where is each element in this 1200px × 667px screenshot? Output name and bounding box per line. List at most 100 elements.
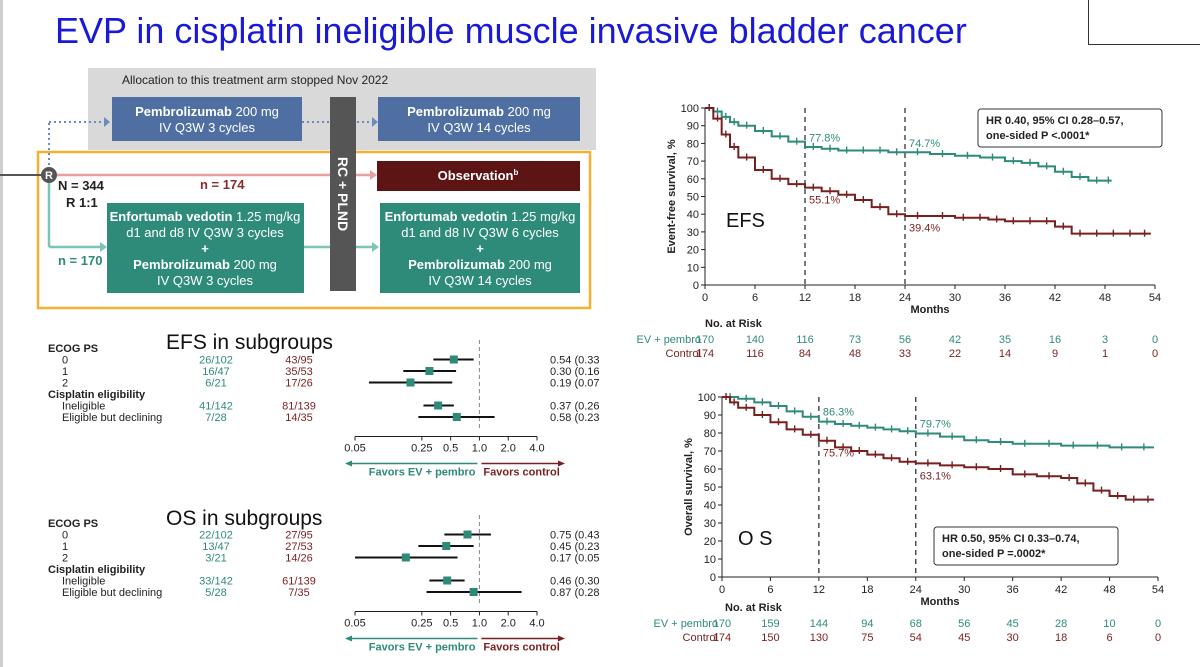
y-tick-label: 80 bbox=[704, 428, 716, 440]
km-series-control bbox=[705, 107, 1151, 235]
risk-value: 75 bbox=[861, 632, 873, 644]
risk-value: 116 bbox=[746, 348, 764, 360]
ev-post-line2: d1 and d8 IV Q3W 6 cycles bbox=[401, 225, 559, 240]
forest-tick-label: 4.0 bbox=[529, 443, 544, 455]
x-tick-label: 0 bbox=[702, 292, 708, 304]
x-tick-label: 18 bbox=[861, 584, 873, 596]
landmark-value: 39.4% bbox=[909, 222, 940, 234]
pembro-branch-arrow bbox=[104, 117, 110, 127]
ev-events: 41/142 bbox=[199, 401, 233, 413]
y-tick-label: 50 bbox=[687, 192, 699, 204]
x-tick-label: 30 bbox=[949, 292, 961, 304]
n-total: N = 344 bbox=[58, 178, 105, 193]
hr-ci-text: 0.54 (0.33-0.87) bbox=[550, 355, 600, 367]
y-tick-label: 30 bbox=[687, 227, 699, 239]
ev-post-arrow bbox=[372, 242, 379, 252]
ev-events: 33/142 bbox=[199, 576, 233, 588]
control-events: 43/95 bbox=[285, 355, 313, 367]
x-tick-label: 48 bbox=[1103, 584, 1115, 596]
subgroup-label: Eligible but declining bbox=[62, 412, 162, 424]
y-tick-label: 0 bbox=[693, 280, 699, 292]
ev-trial-frame bbox=[36, 150, 592, 310]
x-tick-label: 12 bbox=[799, 292, 811, 304]
risk-value: 16 bbox=[1049, 334, 1061, 346]
risk-value: 35 bbox=[999, 334, 1011, 346]
y-axis-title: Overall survival, % bbox=[683, 438, 695, 536]
x-tick-label: 12 bbox=[813, 584, 825, 596]
y-tick-label: 70 bbox=[704, 446, 716, 458]
ev-events: 5/28 bbox=[205, 587, 226, 599]
risk-table-header: No. at Risk bbox=[725, 602, 783, 614]
pembro-post-arrow bbox=[372, 117, 378, 127]
ev-pre-plus: + bbox=[201, 241, 209, 256]
subgroup-label: Ineligible bbox=[62, 401, 105, 413]
risk-row-label: Control bbox=[683, 632, 718, 644]
pembro-pre-line2: IV Q3W 3 cycles bbox=[159, 120, 256, 135]
forest-tick-label: 0.05 bbox=[344, 443, 365, 455]
landmark-value: 74.7% bbox=[909, 138, 940, 150]
y-tick-label: 40 bbox=[704, 500, 716, 512]
ev-post-line1: Enfortumab vedotin 1.25 mg/kg bbox=[385, 209, 576, 224]
x-axis-title: Months bbox=[920, 596, 959, 608]
x-tick-label: 0 bbox=[719, 584, 725, 596]
ev-pre-pem-line2: IV Q3W 3 cycles bbox=[157, 273, 254, 288]
panel-label: EFS bbox=[726, 210, 765, 232]
left-edge-rule bbox=[0, 0, 3, 667]
y-tick-label: 10 bbox=[687, 262, 699, 274]
ev-post-plus: + bbox=[476, 241, 484, 256]
n-ev: n = 170 bbox=[58, 253, 102, 268]
surgery-bar bbox=[330, 97, 356, 291]
y-tick-label: 100 bbox=[698, 392, 716, 404]
landmark-value: 55.1% bbox=[809, 194, 840, 206]
x-tick-label: 48 bbox=[1099, 292, 1111, 304]
study-design-schema: Allocation to this treatment arm stopped… bbox=[0, 68, 596, 310]
hr-line-1: HR 0.40, 95% CI 0.28–0.57, bbox=[986, 115, 1124, 127]
risk-value: 73 bbox=[849, 334, 861, 346]
subgroup-label: 2 bbox=[62, 553, 68, 565]
risk-value: 1 bbox=[1102, 348, 1108, 360]
favors-control-label: Favors control bbox=[483, 642, 559, 654]
surgery-label: RC + PLND bbox=[335, 157, 351, 231]
x-tick-label: 24 bbox=[899, 292, 911, 304]
y-tick-label: 80 bbox=[687, 138, 699, 150]
y-tick-label: 30 bbox=[704, 518, 716, 530]
control-events: 27/53 bbox=[285, 541, 313, 553]
risk-value: 0 bbox=[1152, 348, 1158, 360]
risk-value: 22 bbox=[949, 348, 961, 360]
control-events: 17/26 bbox=[285, 378, 313, 390]
risk-value: 150 bbox=[761, 632, 779, 644]
x-tick-label: 24 bbox=[910, 584, 922, 596]
favors-ev-label: Favors EV + pembro bbox=[369, 642, 476, 654]
risk-value: 116 bbox=[796, 334, 814, 346]
hr-point bbox=[401, 553, 410, 562]
risk-value: 0 bbox=[1155, 618, 1161, 630]
favors-control-label: Favors control bbox=[483, 467, 559, 479]
favors-ev-label: Favors EV + pembro bbox=[369, 467, 476, 479]
risk-value: 0 bbox=[1155, 632, 1161, 644]
hr-ci-text: 0.87 (0.28-2.76) bbox=[550, 587, 600, 599]
n-control: n = 174 bbox=[200, 177, 245, 192]
hr-ci-text: 0.19 (0.07-0.52) bbox=[550, 378, 600, 390]
x-tick-label: 6 bbox=[752, 292, 758, 304]
ev-events: 13/47 bbox=[202, 541, 230, 553]
y-tick-label: 100 bbox=[681, 103, 699, 115]
y-tick-label: 90 bbox=[704, 410, 716, 422]
pembro-post-line1: Pembrolizumab 200 mg bbox=[407, 104, 551, 119]
control-events: 61/139 bbox=[282, 576, 316, 588]
subgroup-label: 1 bbox=[62, 366, 68, 378]
risk-value: 56 bbox=[899, 334, 911, 346]
risk-table-header: No. at Risk bbox=[705, 318, 763, 330]
control-events: 27/95 bbox=[285, 530, 313, 542]
subgroup-label: Ineligible bbox=[62, 576, 105, 588]
risk-value: 94 bbox=[861, 618, 873, 630]
y-tick-label: 10 bbox=[704, 554, 716, 566]
x-tick-label: 6 bbox=[767, 584, 773, 596]
pembro-post-box bbox=[378, 97, 580, 141]
x-tick-label: 42 bbox=[1055, 584, 1067, 596]
risk-value: 170 bbox=[696, 334, 714, 346]
ev-post-pem-line2: IV Q3W 14 cycles bbox=[428, 273, 532, 288]
risk-value: 48 bbox=[849, 348, 861, 360]
ev-post-box bbox=[380, 203, 580, 293]
risk-value: 174 bbox=[713, 632, 731, 644]
